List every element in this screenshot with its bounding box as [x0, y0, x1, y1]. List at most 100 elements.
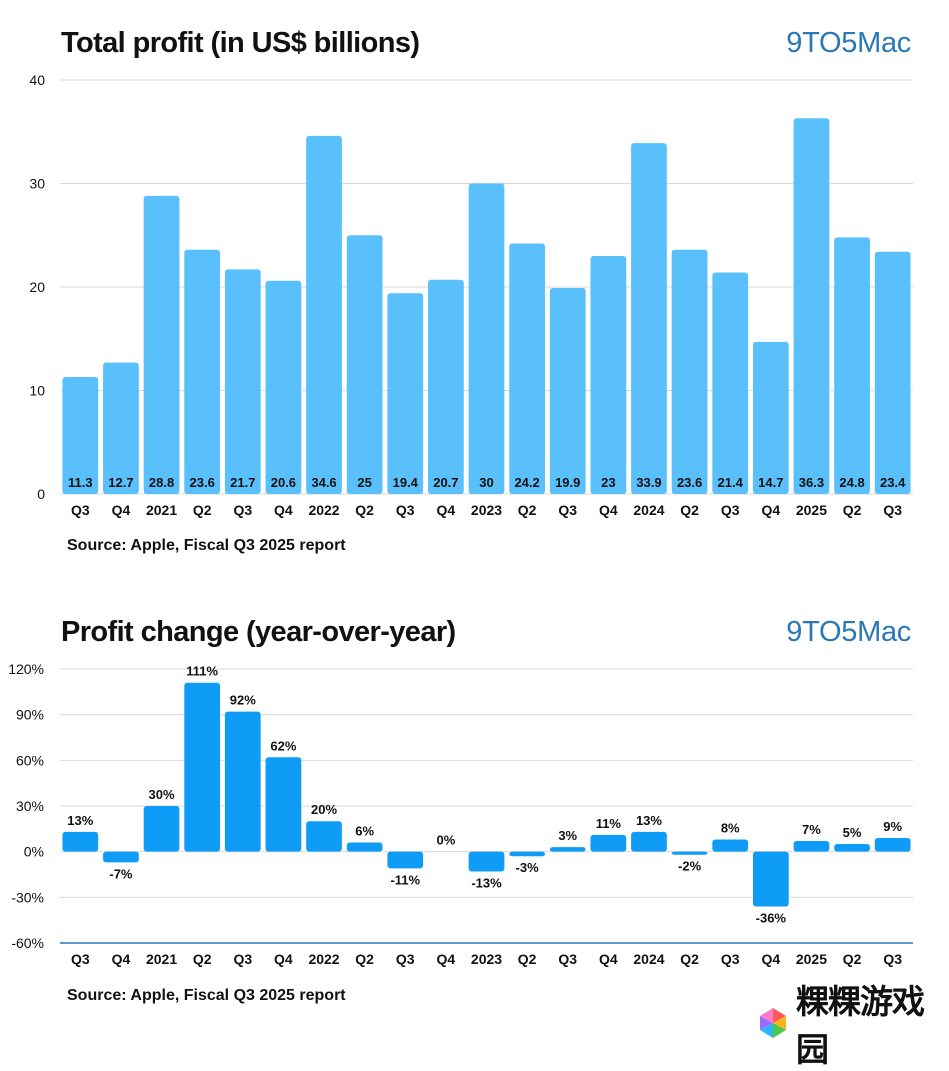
chart2-bar [143, 806, 180, 852]
chart1-xtick-label: Q2 [193, 502, 212, 518]
chart1-xtick-label: 2025 [796, 502, 827, 518]
brand-logo-2: 9TO5Mac [786, 616, 911, 648]
chart2-data-label: 30% [149, 787, 175, 802]
chart1-xtick-label: Q3 [558, 502, 577, 518]
chart1-xtick-label: Q2 [843, 502, 862, 518]
chart1-data-label: 21.7 [230, 475, 255, 490]
chart1-data-label: 12.7 [108, 475, 133, 490]
chart2-data-label: -11% [390, 872, 420, 887]
watermark: 粿粿游戏园 [756, 975, 949, 1071]
chart2-xtick-label: Q3 [71, 951, 90, 967]
chart2-bar [549, 847, 586, 852]
chart2-xtick-label: Q4 [599, 951, 618, 967]
chart2-bar [752, 851, 789, 907]
brand-logo-1: 9TO5Mac [786, 27, 911, 59]
chart2-ytick-label: 120% [8, 661, 44, 677]
chart2-xtick-label: Q2 [518, 951, 537, 967]
chart1-ytick-label: 20 [29, 279, 45, 295]
chart1-xtick-label: Q2 [355, 502, 374, 518]
chart2-xtick-label: Q4 [437, 951, 456, 967]
chart2-xtick-label: Q4 [274, 951, 293, 967]
chart1-xtick-label: Q2 [680, 502, 699, 518]
chart1-bar [346, 235, 383, 494]
chart2-bar [834, 844, 870, 852]
chart1-xtick-label: Q3 [883, 502, 902, 518]
chart2-bar [346, 842, 383, 852]
chart1-data-label: 19.9 [555, 475, 580, 490]
chart2-data-label: 6% [355, 824, 374, 839]
chart1-data-label: 20.6 [271, 475, 296, 490]
chart1-xtick-label: 2021 [146, 502, 177, 518]
chart2-bar [265, 757, 302, 852]
chart1-bar [428, 279, 464, 494]
chart1-bar [224, 269, 261, 494]
chart1-xtick-label: Q3 [396, 502, 415, 518]
chart1-bar [671, 249, 708, 494]
chart1-data-label: 11.3 [68, 475, 93, 490]
chart2-data-label: -36% [756, 910, 787, 925]
chart2-xtick-label: Q2 [680, 951, 699, 967]
chart2-bar [671, 851, 708, 855]
chart2-ytick-label: -60% [11, 935, 44, 951]
chart2-ytick-label: 30% [16, 798, 44, 814]
chart1-xtick-label: Q3 [721, 502, 740, 518]
chart1-data-label: 23.4 [880, 475, 906, 490]
chart1-data-label: 30 [479, 475, 493, 490]
chart1-bar [712, 272, 749, 494]
chart2-data-label: 13% [636, 813, 662, 828]
chart1-bar [62, 377, 99, 494]
chart2-bar [793, 841, 830, 852]
chart1-bar [143, 195, 180, 495]
chart2-data-label: -7% [109, 866, 133, 881]
chart2-source: Source: Apple, Fiscal Q3 2025 report [67, 987, 346, 1004]
chart1-bar [834, 237, 870, 494]
chart2-data-label: 13% [67, 813, 93, 828]
watermark-logo-icon [760, 1008, 786, 1038]
chart1-xtick-label: Q3 [71, 502, 90, 518]
chart1-data-label: 36.3 [799, 475, 824, 490]
chart2-data-label: 3% [558, 828, 577, 843]
chart1-data-label: 25 [357, 475, 371, 490]
chart1-xtick-label: Q2 [518, 502, 537, 518]
chart1-data-label: 23 [601, 475, 615, 490]
chart2-data-label: 8% [721, 820, 740, 835]
chart2-ytick-label: 90% [16, 707, 44, 723]
chart1-data-label: 28.8 [149, 475, 174, 490]
chart2-data-label: -13% [471, 875, 502, 890]
chart2-ytick-label: 0% [24, 844, 44, 860]
chart2-data-label: 11% [596, 816, 622, 831]
chart2-bar [874, 837, 911, 852]
chart1-bar [468, 183, 505, 494]
chart1-data-label: 20.7 [433, 475, 458, 490]
chart1-data-label: 23.6 [190, 475, 215, 490]
chart2-xtick-label: Q2 [193, 951, 212, 967]
chart1-xtick-label: 2024 [633, 502, 664, 518]
chart2-xtick-label: Q2 [843, 951, 862, 967]
chart2-data-label: 111% [186, 664, 218, 679]
watermark-text: 粿粿游戏园 [796, 982, 925, 1069]
chart2-bar [509, 851, 545, 857]
chart1-source: Source: Apple, Fiscal Q3 2025 report [67, 537, 346, 554]
chart1-bar [631, 143, 667, 494]
chart2-bar [712, 839, 749, 852]
chart2-data-label: 62% [270, 738, 296, 753]
chart2-bar [631, 831, 667, 852]
chart1-bar [549, 288, 586, 494]
chart1-ytick-label: 30 [29, 176, 45, 192]
chart1-ytick-label: 40 [29, 72, 45, 88]
chart2-bar [224, 711, 261, 852]
chart1-data-label: 33.9 [636, 475, 661, 490]
chart1-bar [874, 251, 911, 494]
chart1-data-label: 19.4 [393, 475, 419, 490]
chart1-data-label: 24.2 [514, 475, 539, 490]
chart2-data-label: 5% [843, 825, 862, 840]
chart1-data-label: 21.4 [718, 475, 744, 490]
chart2-xtick-label: Q3 [558, 951, 577, 967]
chart2-bar [103, 851, 139, 863]
chart2-xtick-label: Q4 [761, 951, 780, 967]
chart2-ytick-label: -30% [11, 889, 44, 905]
chart2-plot: -60% -30% 0% 30% 60% 90% 120% 13% Q3 -7% Q4 30% 2021… [8, 661, 913, 967]
chart2-data-label: 9% [883, 819, 902, 834]
chart2-bar [62, 831, 99, 852]
chart2-bar [306, 821, 342, 852]
